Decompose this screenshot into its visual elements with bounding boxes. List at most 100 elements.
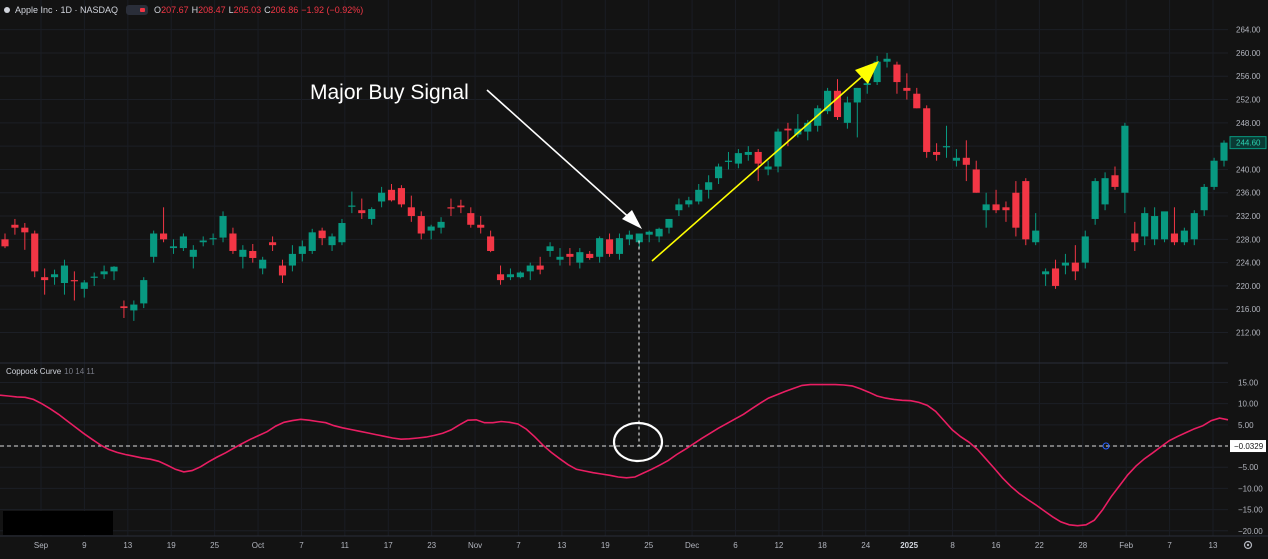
candle-body	[814, 108, 822, 126]
candle-body	[853, 87, 861, 103]
candle-body	[487, 236, 495, 251]
candle-body	[863, 83, 871, 85]
candle-body	[338, 223, 346, 243]
candle	[1170, 207, 1179, 246]
candle	[685, 196, 693, 208]
price-tick-label: 212.00	[1236, 329, 1261, 338]
candle-body	[635, 233, 643, 243]
time-tick-label: 28	[1078, 541, 1087, 550]
candle-body	[784, 128, 792, 131]
indicator-tick-label: −10.00	[1238, 484, 1263, 493]
candle-body	[1200, 186, 1208, 211]
crossover-circle	[612, 421, 664, 463]
candle	[843, 96, 851, 129]
candle-body	[665, 218, 673, 228]
candle-body	[1111, 175, 1119, 187]
time-tick-label: 19	[601, 541, 610, 550]
candle	[952, 149, 960, 167]
time-tick-label: 17	[384, 541, 393, 550]
coppock-line	[0, 383, 1229, 527]
candle-body	[566, 253, 574, 257]
high-value: 208.47	[198, 5, 226, 15]
time-tick-label: 2025	[900, 541, 918, 550]
candle-body	[873, 61, 881, 83]
annotations: Major Buy Signal	[310, 61, 879, 463]
candle	[1210, 157, 1218, 190]
candle-body	[90, 276, 98, 278]
candle	[506, 268, 515, 281]
candle	[90, 272, 98, 286]
candle	[338, 218, 346, 246]
candle	[298, 240, 306, 262]
candle-body	[516, 272, 524, 278]
candle	[1180, 227, 1188, 246]
change-value: −1.92 (−0.92%)	[301, 5, 364, 15]
candle-body	[11, 224, 19, 228]
coppock-pane	[0, 383, 1229, 527]
candle-body	[804, 122, 812, 132]
candle-body	[893, 64, 901, 83]
candle-body	[1051, 268, 1060, 286]
candle-body	[269, 242, 277, 246]
candle	[179, 233, 187, 251]
symbol-legend[interactable]: Apple Inc · 1D · NASDAQ O 207.67 H 208.47 …	[4, 3, 366, 17]
price-tick-label: 256.00	[1236, 72, 1261, 81]
legend-toggle-icon[interactable]	[126, 5, 149, 15]
candle	[189, 245, 197, 269]
candle-body	[189, 249, 197, 257]
gear-icon[interactable]	[1243, 540, 1253, 550]
candle-body	[695, 189, 703, 202]
candle	[734, 149, 742, 169]
candle	[814, 105, 822, 132]
candle-body	[1141, 213, 1149, 237]
candle	[397, 185, 405, 208]
candle-body	[764, 166, 772, 170]
candle	[903, 73, 911, 100]
price-tick-label: 264.00	[1236, 26, 1261, 35]
candle-body	[169, 246, 178, 249]
status-dot-icon	[4, 7, 10, 13]
indicator-axis[interactable]: 15.00 10.00 5.00 −5.00 −10.00 −15.00 −20.00 −0.…	[1230, 378, 1266, 536]
time-axis[interactable]: Sep 9 13 19 25 Oct 7 11 17 23 Nov 7 13 19 25 Dec 6 12 18 24…	[0, 535, 1268, 550]
candle	[239, 245, 247, 269]
indicator-tick-label: 15.00	[1238, 378, 1259, 387]
candle-body	[913, 93, 921, 109]
candle-body	[586, 253, 594, 258]
candle-body	[328, 236, 336, 246]
indicator-params: 10 14 11	[64, 367, 95, 376]
indicator-name: Coppock Curve	[6, 367, 62, 376]
indicator-legend[interactable]: Coppock Curve 10 14 11	[6, 367, 95, 376]
candle-body	[21, 227, 29, 233]
low-value: 205.03	[233, 5, 262, 15]
candle-body	[734, 153, 742, 164]
candle	[318, 227, 326, 246]
candle	[487, 230, 495, 253]
last-value-badge	[1230, 440, 1266, 453]
price-tick-label: 232.00	[1236, 212, 1261, 221]
candle-body	[278, 265, 287, 276]
candle-body	[962, 157, 970, 165]
candle	[992, 189, 1000, 214]
time-tick-label: Oct	[252, 541, 265, 550]
price-tick-label: 220.00	[1236, 282, 1261, 291]
candle-body	[308, 232, 316, 251]
candle	[1190, 210, 1198, 246]
indicator-tick-label: −5.00	[1238, 463, 1259, 472]
candle	[566, 248, 574, 266]
last-price-badge	[1229, 136, 1267, 150]
time-tick-label: 25	[644, 541, 653, 550]
price-tick-label: 216.00	[1236, 305, 1261, 314]
candle	[625, 230, 633, 246]
candle-body	[952, 157, 960, 161]
time-tick-label: Sep	[34, 541, 49, 550]
candle	[705, 175, 713, 199]
price-axis[interactable]: 264.00260.00256.00252.00248.00244.00240.…	[1229, 26, 1267, 338]
candle-body	[1170, 233, 1179, 243]
candle	[1220, 140, 1228, 167]
symbol-title[interactable]: Apple Inc · 1D · NASDAQ	[15, 5, 119, 15]
candle	[1111, 166, 1119, 190]
candle-body	[50, 274, 59, 278]
last-price-label: 244.60	[1236, 139, 1261, 148]
candle-body	[942, 146, 951, 148]
